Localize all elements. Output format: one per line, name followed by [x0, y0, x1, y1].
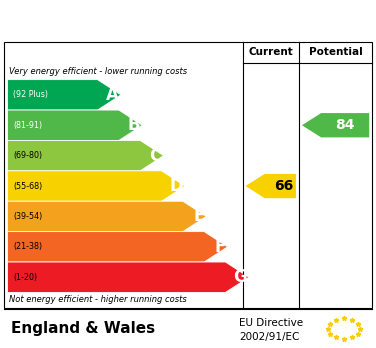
- Text: (21-38): (21-38): [13, 242, 42, 251]
- Text: F: F: [214, 238, 226, 256]
- Text: G: G: [233, 268, 247, 286]
- Text: Very energy efficient - lower running costs: Very energy efficient - lower running co…: [9, 67, 188, 76]
- Polygon shape: [246, 174, 296, 198]
- Polygon shape: [8, 141, 164, 171]
- Polygon shape: [8, 110, 142, 141]
- Text: (81-91): (81-91): [13, 121, 42, 130]
- Text: Potential: Potential: [309, 47, 362, 57]
- Text: D: D: [169, 177, 183, 195]
- Polygon shape: [8, 80, 121, 110]
- Text: EU Directive: EU Directive: [239, 318, 303, 328]
- Text: B: B: [128, 116, 140, 134]
- Text: (69-80): (69-80): [13, 151, 42, 160]
- Polygon shape: [302, 113, 369, 137]
- Text: 66: 66: [274, 179, 294, 193]
- Text: 84: 84: [335, 118, 355, 132]
- Text: A: A: [106, 86, 119, 104]
- Polygon shape: [8, 232, 227, 262]
- Text: Energy Efficiency Rating: Energy Efficiency Rating: [64, 11, 312, 30]
- Text: C: C: [150, 147, 162, 165]
- Text: E: E: [193, 207, 205, 226]
- Text: England & Wales: England & Wales: [11, 321, 155, 336]
- Polygon shape: [8, 262, 249, 292]
- Text: (92 Plus): (92 Plus): [13, 90, 48, 99]
- Text: Current: Current: [248, 47, 293, 57]
- Text: Not energy efficient - higher running costs: Not energy efficient - higher running co…: [9, 295, 187, 304]
- Text: 2002/91/EC: 2002/91/EC: [239, 332, 299, 342]
- Polygon shape: [8, 201, 206, 232]
- Text: (55-68): (55-68): [13, 182, 42, 191]
- Polygon shape: [8, 171, 185, 201]
- Text: (39-54): (39-54): [13, 212, 42, 221]
- Text: (1-20): (1-20): [13, 273, 37, 282]
